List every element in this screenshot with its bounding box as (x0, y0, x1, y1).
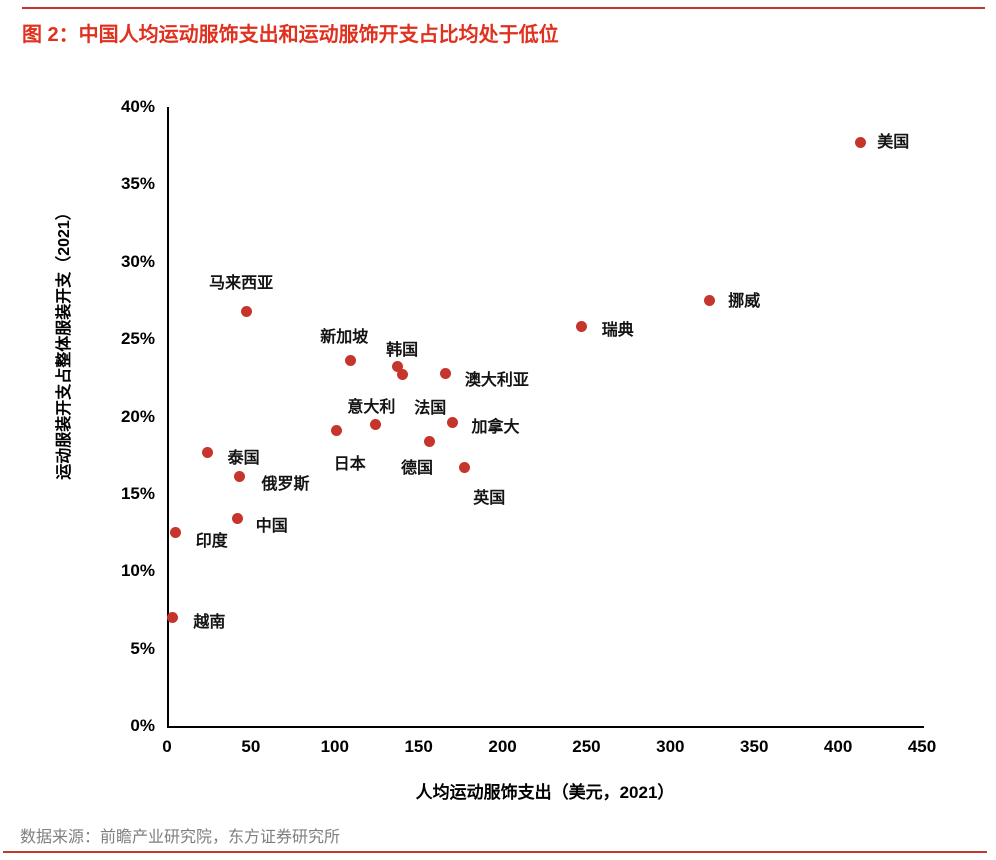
data-point (331, 424, 343, 436)
data-point-label: 瑞典 (601, 321, 634, 339)
data-point (369, 418, 381, 430)
data-point-label: 马来西亚 (209, 275, 274, 293)
y-tick-label: 35% (120, 174, 155, 194)
x-tick-label: 300 (656, 737, 685, 756)
scatter-chart: 美国挪威瑞典 马来西亚新加坡 韩国法国 澳大利亚加拿大 意大利日本 德国英国 泰国 俄罗斯中国… (56, 97, 937, 802)
data-point (423, 435, 435, 447)
data-point (166, 612, 178, 624)
top-divider-rule (22, 7, 985, 9)
data-point-label: 越南 (193, 613, 226, 631)
data-point-label: 新加坡 (320, 328, 369, 346)
data-point (202, 446, 214, 458)
x-tick-label: 350 (740, 737, 769, 756)
data-point (458, 462, 470, 474)
x-tick-label: 0 (162, 737, 172, 756)
data-point (240, 305, 252, 317)
data-point-label: 泰国 (227, 450, 260, 468)
y-tick-label: 10% (120, 561, 155, 581)
data-point-label: 德国 (401, 460, 434, 478)
data-point (576, 321, 588, 333)
data-point (440, 367, 452, 379)
plot-area: 美国挪威瑞典 马来西亚新加坡 韩国法国 澳大利亚加拿大 意大利日本 德国英国 泰国 俄罗斯中国… (166, 107, 924, 728)
y-tick-label: 40% (120, 97, 155, 116)
x-tick-label: 50 (241, 737, 261, 756)
data-point (344, 355, 356, 367)
data-point (170, 527, 182, 539)
x-tick-label: 100 (320, 737, 349, 756)
data-point-label: 意大利 (347, 399, 396, 417)
data-point-label: 日本 (333, 456, 366, 474)
data-point (391, 361, 403, 373)
data-point-label: 印度 (195, 532, 228, 550)
x-tick-label: 450 (907, 737, 937, 756)
data-point-label: 韩国 (386, 341, 419, 359)
data-point-label: 俄罗斯 (261, 475, 310, 493)
data-point-label: 中国 (255, 517, 288, 535)
y-axis-title: 运动服装开支占整体服装开支（2021） (56, 204, 73, 480)
y-tick-label: 15% (120, 483, 155, 503)
data-point (396, 369, 408, 381)
data-point-label: 澳大利亚 (464, 372, 529, 390)
x-tick-label: 400 (823, 737, 853, 756)
x-axis-title: 人均运动服饰支出（美元，2021） (415, 783, 675, 802)
data-point (232, 513, 244, 525)
x-tick-label: 150 (404, 737, 433, 756)
y-tick-label: 5% (130, 638, 155, 658)
data-point-label: 加拿大 (471, 418, 520, 436)
data-point-label: 挪威 (728, 293, 761, 311)
data-point-label: 英国 (473, 489, 506, 507)
data-point-label: 美国 (877, 133, 910, 151)
data-point (854, 137, 866, 149)
data-source-note: 数据来源：前瞻产业研究院，东方证券研究所 (20, 829, 341, 846)
y-tick-label: 30% (120, 251, 155, 271)
bottom-divider-rule (3, 851, 987, 853)
y-tick-label: 20% (120, 406, 155, 426)
x-tick-label: 250 (572, 737, 601, 756)
data-point (233, 471, 245, 483)
data-point (447, 417, 459, 429)
y-tick-label: 0% (130, 716, 155, 735)
x-tick-label: 200 (488, 737, 517, 756)
figure-title: 图 2：中国人均运动服饰支出和运动服饰开支占比均处于低位 (22, 24, 559, 46)
data-point (703, 294, 715, 306)
data-point-label: 法国 (414, 399, 447, 417)
y-tick-label: 25% (120, 329, 155, 349)
